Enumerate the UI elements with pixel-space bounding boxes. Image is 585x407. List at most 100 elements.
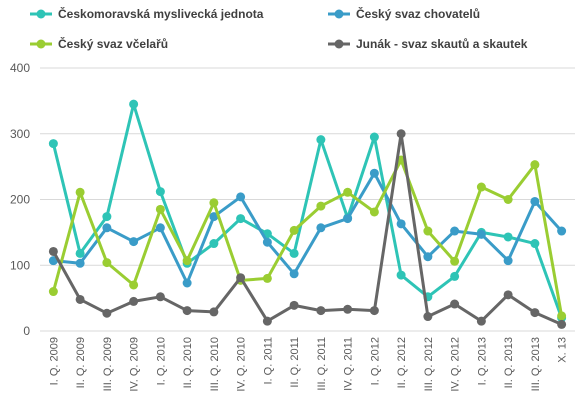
data-point [557,311,567,321]
data-point [209,212,219,222]
x-tick-label: III. Q. 2009 [102,337,114,391]
series-group [48,99,567,323]
data-point [209,198,219,208]
legend-marker [36,9,46,19]
data-point [530,308,540,318]
data-point [316,135,326,145]
data-point [450,271,460,281]
legend-item: Český svaz chovatelů [328,6,480,21]
data-point [369,132,379,142]
legend-marker [334,9,344,19]
legend-marker [36,39,46,49]
data-point [236,192,246,202]
y-axis-ticks: 0 100 200 300 400 [10,61,30,338]
data-point [476,182,486,192]
data-point [316,306,326,316]
series-group [48,168,567,288]
data-point [102,308,112,318]
data-point [182,256,192,266]
x-tick-label: III. Q. 2010 [209,337,221,391]
data-point [476,316,486,326]
data-point [369,168,379,178]
legend-item: Český svaz včelařů [30,36,168,51]
y-tick-label: 100 [10,258,30,272]
data-point [316,201,326,211]
legend-label: Junák - svaz skautů a skautek [356,37,528,51]
data-point [450,299,460,309]
data-point [155,292,165,302]
x-tick-label: IV. Q. 2011 [343,337,355,391]
data-point [129,280,139,290]
legend-item: Českomoravská myslivecká jednota [30,6,264,21]
data-point [316,223,326,233]
y-tick-label: 300 [10,127,30,141]
data-point [396,270,406,280]
legend-label: Českomoravská myslivecká jednota [58,6,264,21]
data-point [129,296,139,306]
data-point [423,226,433,236]
data-point [129,237,139,247]
x-tick-label: I. Q. 2009 [48,337,60,385]
data-point [396,219,406,229]
series-line [52,132,563,326]
data-point [48,139,58,149]
data-point [557,226,567,236]
data-point [369,306,379,316]
data-point [236,273,246,283]
x-tick-label: II. Q. 2011 [289,337,301,388]
data-point [75,294,85,304]
series-line [51,102,564,319]
data-point [155,223,165,233]
x-tick-label: I. Q. 2012 [369,337,381,385]
data-point [423,252,433,262]
data-point [343,304,353,314]
data-point [75,248,85,258]
data-point [209,307,219,317]
data-point [102,223,112,233]
data-point [75,187,85,197]
data-point [503,232,513,242]
data-point [289,269,299,279]
data-point [155,204,165,214]
data-point [262,316,272,326]
legend-marker [334,39,344,49]
data-point [209,239,219,249]
data-point [530,160,540,170]
data-point [476,229,486,239]
data-point [396,129,406,139]
x-tick-label: IV. Q. 2012 [450,337,462,392]
data-point [102,258,112,268]
x-tick-label: II. Q. 2013 [503,337,515,388]
data-point [289,248,299,258]
data-point [48,287,58,297]
series-line [51,158,564,317]
x-tick-label: IV. Q. 2009 [129,337,141,392]
x-tick-label: II. Q. 2010 [182,337,194,388]
y-tick-label: 200 [10,193,30,207]
x-tick-label: III. Q. 2012 [423,337,435,391]
data-point [182,306,192,316]
data-point [102,212,112,222]
data-point [503,195,513,204]
data-point [530,196,540,206]
data-point [262,237,272,247]
data-point [369,207,379,217]
x-tick-label: I. Q. 2010 [155,337,167,385]
x-tick-label: II. Q. 2012 [396,337,408,388]
data-point [503,256,513,266]
x-tick-label: II. Q. 2009 [75,337,87,388]
chart-legend: Českomoravská myslivecká jednota Český sv… [30,6,528,51]
data-point [423,312,433,322]
x-tick-label: X. 13 [557,337,569,363]
data-point [557,319,567,329]
legend-label: Český svaz včelařů [58,36,168,51]
data-point [262,273,272,283]
x-tick-label: IV. Q. 2010 [236,337,248,392]
data-point [289,300,299,310]
legend-item: Junák - svaz skautů a skautek [328,37,528,51]
data-point [236,214,246,224]
data-point [343,187,353,197]
y-tick-label: 400 [10,61,30,75]
x-axis-ticks: I. Q. 2009 II. Q. 2009 III. Q. 2009 IV. Q. … [48,337,568,392]
